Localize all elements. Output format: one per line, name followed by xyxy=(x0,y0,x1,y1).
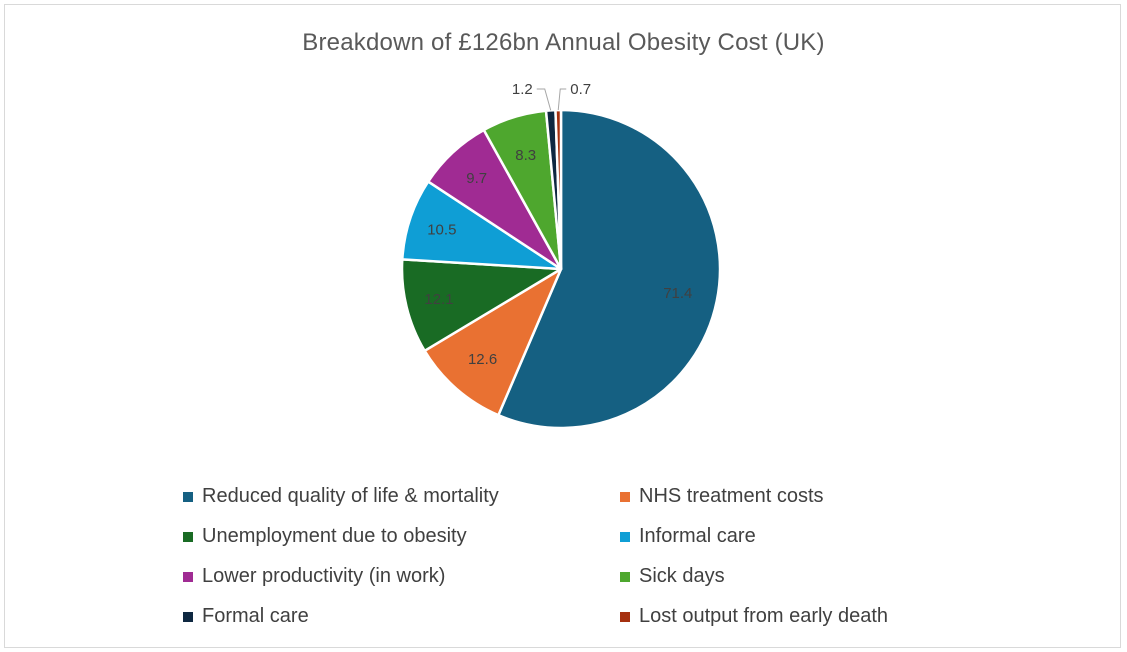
chart-legend: Reduced quality of life & mortality NHS t… xyxy=(183,483,1003,630)
pie-chart: 71.4 12.6 12.1 10.5 9.7 8.3 1.2 0.7 xyxy=(400,81,722,430)
legend-label: Lost output from early death xyxy=(639,605,889,627)
legend-swatch xyxy=(183,531,193,542)
pie-slice-2 xyxy=(423,267,563,417)
data-label-1: 71.4 xyxy=(663,285,692,302)
legend-label: Unemployment due to obesity xyxy=(202,525,467,547)
legend-swatch xyxy=(620,531,630,542)
legend-item-5: Lower productivity (in work) xyxy=(183,563,620,590)
legend-item-4: Informal care xyxy=(620,523,1000,550)
legend-label: NHS treatment costs xyxy=(639,485,824,507)
pie-slice-1 xyxy=(497,108,722,430)
legend-item-8: Lost output from early death xyxy=(620,603,1000,630)
chart-area: Breakdown of £126bn Annual Obesity Cost … xyxy=(4,4,1121,648)
leader-line-7 xyxy=(536,88,552,111)
leader-line-8 xyxy=(557,88,567,111)
chart-title: Breakdown of £126bn Annual Obesity Cost … xyxy=(302,29,825,56)
legend-item-1: Reduced quality of life & mortality xyxy=(183,483,620,510)
legend-swatch xyxy=(183,611,193,622)
legend-swatch xyxy=(183,491,193,502)
legend-item-7: Formal care xyxy=(183,603,620,630)
legend-label: Lower productivity (in work) xyxy=(202,565,446,587)
legend-swatch xyxy=(620,491,630,502)
legend-label: Sick days xyxy=(639,565,725,587)
legend-item-6: Sick days xyxy=(620,563,1000,590)
data-label-5: 9.7 xyxy=(466,170,487,187)
legend-swatch xyxy=(620,571,630,582)
data-label-8: 0.7 xyxy=(570,81,591,98)
data-label-7: 1.2 xyxy=(512,81,533,98)
legend-label: Reduced quality of life & mortality xyxy=(202,485,499,507)
legend-swatch xyxy=(620,611,630,622)
data-label-4: 10.5 xyxy=(427,221,456,238)
legend-swatch xyxy=(183,571,193,582)
data-label-3: 12.1 xyxy=(424,291,453,308)
legend-label: Formal care xyxy=(202,605,309,627)
legend-label: Informal care xyxy=(639,525,756,547)
data-label-6: 8.3 xyxy=(515,147,536,164)
data-label-2: 12.6 xyxy=(468,351,497,368)
pie-slice-3 xyxy=(400,258,563,353)
legend-item-3: Unemployment due to obesity xyxy=(183,523,620,550)
legend-item-2: NHS treatment costs xyxy=(620,483,1000,510)
